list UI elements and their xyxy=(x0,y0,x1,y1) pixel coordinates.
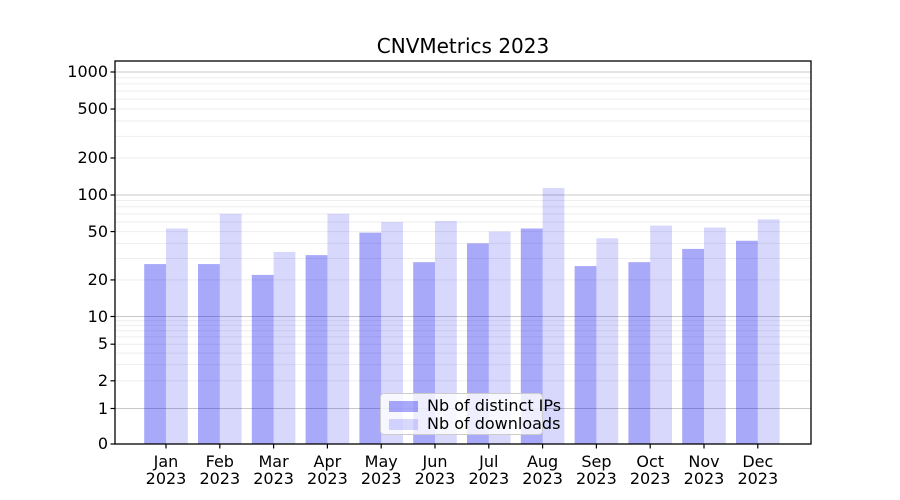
legend-item-distinct-ips: Nb of distinct IPs xyxy=(389,397,561,415)
x-tick-month: Feb xyxy=(205,452,234,471)
y-tick-label: 0 xyxy=(97,434,108,453)
x-tick-label: Oct 2023 xyxy=(618,453,682,487)
x-tick-month: Apr xyxy=(313,452,342,471)
y-tick-label: 10 xyxy=(87,306,108,326)
x-tick-month: Jul xyxy=(479,452,499,471)
x-tick-label: Sep 2023 xyxy=(564,453,628,487)
bar-distinct-ips xyxy=(305,255,328,444)
x-tick-month: Sep xyxy=(581,452,612,471)
y-tick-label: 200 xyxy=(77,147,108,167)
x-tick-label: Apr 2023 xyxy=(295,453,359,487)
x-tick-month: Aug xyxy=(526,452,559,471)
x-tick-label: May 2023 xyxy=(349,453,413,487)
y-tick-label: 1000 xyxy=(67,62,108,81)
bar-downloads xyxy=(596,238,619,444)
bar-distinct-ips xyxy=(628,262,651,444)
bar-downloads xyxy=(757,219,780,444)
x-tick-year: 2023 xyxy=(199,469,241,488)
bar-downloads xyxy=(542,188,565,444)
plot-border xyxy=(114,60,812,445)
x-tick-month: May xyxy=(364,452,398,471)
y-tick-label: 500 xyxy=(77,99,108,119)
x-tick-label: Nov 2023 xyxy=(672,453,736,487)
bar-distinct-ips xyxy=(251,274,274,444)
bar-downloads xyxy=(273,251,296,444)
bar-downloads xyxy=(704,227,726,444)
x-tick-year: 2023 xyxy=(468,469,510,488)
legend-label-distinct-ips: Nb of distinct IPs xyxy=(427,396,562,415)
x-tick-label: Jun 2023 xyxy=(403,453,467,487)
bar-distinct-ips xyxy=(198,264,220,444)
legend: Nb of distinct IPs Nb of downloads xyxy=(380,393,561,435)
legend-swatch-distinct-ips xyxy=(389,400,418,412)
x-tick-month: Nov xyxy=(688,452,720,471)
x-tick-month: Jan xyxy=(153,452,179,471)
x-tick-year: 2023 xyxy=(307,469,348,488)
legend-item-downloads: Nb of downloads xyxy=(389,415,560,433)
y-tick-label: 2 xyxy=(97,370,108,390)
x-tick-label: Jul 2023 xyxy=(457,453,521,487)
bar-distinct-ips xyxy=(574,266,597,444)
y-tick-label: 20 xyxy=(87,269,108,289)
bar-downloads xyxy=(166,228,188,444)
bar-downloads xyxy=(219,213,242,444)
bar-downloads xyxy=(650,225,672,444)
bar-distinct-ips xyxy=(144,264,166,444)
y-tick-label: 100 xyxy=(77,185,108,204)
x-tick-year: 2023 xyxy=(145,469,187,488)
x-tick-month: Jun xyxy=(422,452,448,471)
x-tick-label: Jan 2023 xyxy=(134,453,198,487)
x-tick-label: Mar 2023 xyxy=(242,453,306,487)
bar-distinct-ips xyxy=(682,248,704,444)
x-tick-year: 2023 xyxy=(522,469,563,488)
x-tick-year: 2023 xyxy=(576,469,617,488)
bar-downloads xyxy=(381,221,403,444)
bar-downloads xyxy=(435,221,457,444)
x-tick-year: 2023 xyxy=(629,469,671,488)
chart-title: CNVMetrics 2023 xyxy=(376,34,550,58)
bar-distinct-ips xyxy=(736,240,758,444)
x-tick-month: Oct xyxy=(636,452,665,471)
legend-label-downloads: Nb of downloads xyxy=(427,414,561,433)
bar-distinct-ips xyxy=(359,232,382,444)
legend-swatch-downloads xyxy=(389,418,418,430)
bar-downloads xyxy=(327,213,350,444)
x-tick-label: Aug 2023 xyxy=(511,453,575,487)
x-tick-month: Dec xyxy=(742,452,774,471)
x-tick-label: Dec 2023 xyxy=(726,453,790,487)
x-tick-year: 2023 xyxy=(737,469,779,488)
x-tick-year: 2023 xyxy=(683,469,725,488)
x-tick-year: 2023 xyxy=(360,469,402,488)
bar-downloads xyxy=(488,231,511,444)
x-tick-year: 2023 xyxy=(414,469,456,488)
y-tick-label: 5 xyxy=(97,334,108,354)
x-tick-month: Mar xyxy=(258,452,289,471)
x-tick-year: 2023 xyxy=(253,469,294,488)
y-tick-label: 50 xyxy=(87,221,108,241)
y-tick-label: 1 xyxy=(97,398,108,418)
x-tick-label: Feb 2023 xyxy=(188,453,252,487)
bar-distinct-ips xyxy=(520,228,543,444)
